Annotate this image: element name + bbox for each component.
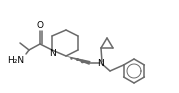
Text: N: N [97,59,103,68]
Text: N: N [50,49,56,58]
Text: O: O [37,21,43,30]
Text: H₂N: H₂N [8,56,25,65]
Polygon shape [66,56,91,65]
